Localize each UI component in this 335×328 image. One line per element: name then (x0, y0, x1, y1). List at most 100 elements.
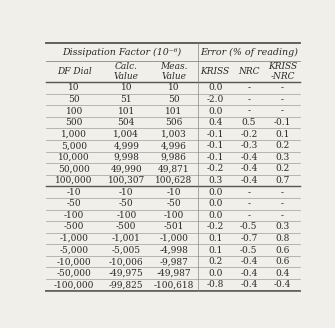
Text: 0.6: 0.6 (275, 246, 290, 255)
Text: 0.0: 0.0 (208, 199, 222, 208)
Text: -100: -100 (116, 211, 136, 220)
Text: 0.1: 0.1 (208, 234, 222, 243)
Text: -0.7: -0.7 (240, 234, 258, 243)
Text: -0.1: -0.1 (274, 118, 291, 127)
Text: -4,998: -4,998 (159, 246, 188, 255)
Text: 51: 51 (120, 95, 132, 104)
Text: -0.8: -0.8 (206, 280, 224, 289)
Text: -0.2: -0.2 (240, 130, 258, 139)
Text: -0.1: -0.1 (206, 153, 224, 162)
Text: -10: -10 (67, 188, 81, 197)
Text: 0.0: 0.0 (208, 211, 222, 220)
Text: 10,000: 10,000 (58, 153, 90, 162)
Text: 0.0: 0.0 (208, 107, 222, 115)
Text: -0.4: -0.4 (274, 280, 291, 289)
Text: -: - (281, 83, 284, 92)
Text: 50,000: 50,000 (58, 164, 90, 174)
Text: 49,871: 49,871 (158, 164, 190, 174)
Text: -0.3: -0.3 (240, 141, 258, 150)
Text: -10: -10 (166, 188, 181, 197)
Text: -49,975: -49,975 (109, 269, 144, 278)
Text: -50,000: -50,000 (57, 269, 91, 278)
Text: 101: 101 (118, 107, 135, 115)
Text: -100,000: -100,000 (54, 280, 94, 289)
Text: -50: -50 (166, 199, 181, 208)
Text: -2.0: -2.0 (206, 95, 224, 104)
Text: 100,307: 100,307 (108, 176, 145, 185)
Text: -0.1: -0.1 (206, 130, 224, 139)
Text: -100,618: -100,618 (153, 280, 194, 289)
Text: -0.4: -0.4 (240, 257, 258, 266)
Text: 0.2: 0.2 (275, 164, 290, 174)
Text: 1,000: 1,000 (61, 130, 87, 139)
Text: 1,003: 1,003 (161, 130, 187, 139)
Text: 10: 10 (168, 83, 180, 92)
Text: -50: -50 (67, 199, 81, 208)
Text: -100: -100 (163, 211, 184, 220)
Text: 100: 100 (66, 107, 83, 115)
Text: 0.3: 0.3 (275, 222, 290, 232)
Text: 0.2: 0.2 (275, 141, 290, 150)
Text: -9,987: -9,987 (159, 257, 188, 266)
Text: -1,000: -1,000 (60, 234, 88, 243)
Text: 50: 50 (68, 95, 80, 104)
Text: -: - (247, 211, 250, 220)
Text: 0.6: 0.6 (275, 257, 290, 266)
Text: 0.3: 0.3 (208, 176, 222, 185)
Text: 4,999: 4,999 (113, 141, 139, 150)
Text: 100,628: 100,628 (155, 176, 192, 185)
Text: 0.1: 0.1 (275, 130, 290, 139)
Text: -5,005: -5,005 (112, 246, 141, 255)
Text: -5,000: -5,000 (60, 246, 89, 255)
Text: -10,006: -10,006 (109, 257, 144, 266)
Text: -10,000: -10,000 (57, 257, 91, 266)
Text: 0.5: 0.5 (242, 118, 256, 127)
Text: 0.1: 0.1 (208, 246, 222, 255)
Text: 504: 504 (118, 118, 135, 127)
Text: Dissipation Factor (10⁻⁶): Dissipation Factor (10⁻⁶) (62, 48, 181, 57)
Text: -: - (247, 83, 250, 92)
Text: 0.4: 0.4 (208, 118, 222, 127)
Text: 500: 500 (65, 118, 83, 127)
Text: -99,825: -99,825 (109, 280, 144, 289)
Text: 101: 101 (165, 107, 182, 115)
Text: 10: 10 (121, 83, 132, 92)
Text: -0.1: -0.1 (206, 141, 224, 150)
Text: -: - (281, 95, 284, 104)
Text: Calc.
Value: Calc. Value (114, 62, 139, 81)
Text: 10: 10 (68, 83, 80, 92)
Text: -0.5: -0.5 (240, 246, 258, 255)
Text: 9,986: 9,986 (161, 153, 187, 162)
Text: -100: -100 (64, 211, 84, 220)
Text: -: - (281, 107, 284, 115)
Text: 0.3: 0.3 (275, 153, 290, 162)
Text: -1,001: -1,001 (112, 234, 141, 243)
Text: 0.7: 0.7 (275, 176, 290, 185)
Text: -0.4: -0.4 (240, 176, 258, 185)
Text: -0.4: -0.4 (240, 153, 258, 162)
Text: 0.8: 0.8 (275, 234, 290, 243)
Text: -1,000: -1,000 (159, 234, 188, 243)
Text: 0.0: 0.0 (208, 188, 222, 197)
Text: NRC: NRC (238, 67, 260, 76)
Text: -501: -501 (163, 222, 184, 232)
Text: Meas.
Value: Meas. Value (160, 62, 188, 81)
Text: -10: -10 (119, 188, 133, 197)
Text: -0.2: -0.2 (206, 164, 224, 174)
Text: -: - (281, 199, 284, 208)
Text: 506: 506 (165, 118, 183, 127)
Text: 1,004: 1,004 (113, 130, 139, 139)
Text: 0.0: 0.0 (208, 269, 222, 278)
Text: -0.4: -0.4 (240, 164, 258, 174)
Text: -0.5: -0.5 (240, 222, 258, 232)
Text: -49,987: -49,987 (156, 269, 191, 278)
Text: -0.2: -0.2 (206, 222, 224, 232)
Text: -: - (281, 188, 284, 197)
Text: 0.2: 0.2 (208, 257, 222, 266)
Text: -: - (247, 199, 250, 208)
Text: -: - (247, 95, 250, 104)
Text: 9,998: 9,998 (113, 153, 139, 162)
Text: 0.0: 0.0 (208, 83, 222, 92)
Text: -: - (281, 211, 284, 220)
Text: -: - (247, 188, 250, 197)
